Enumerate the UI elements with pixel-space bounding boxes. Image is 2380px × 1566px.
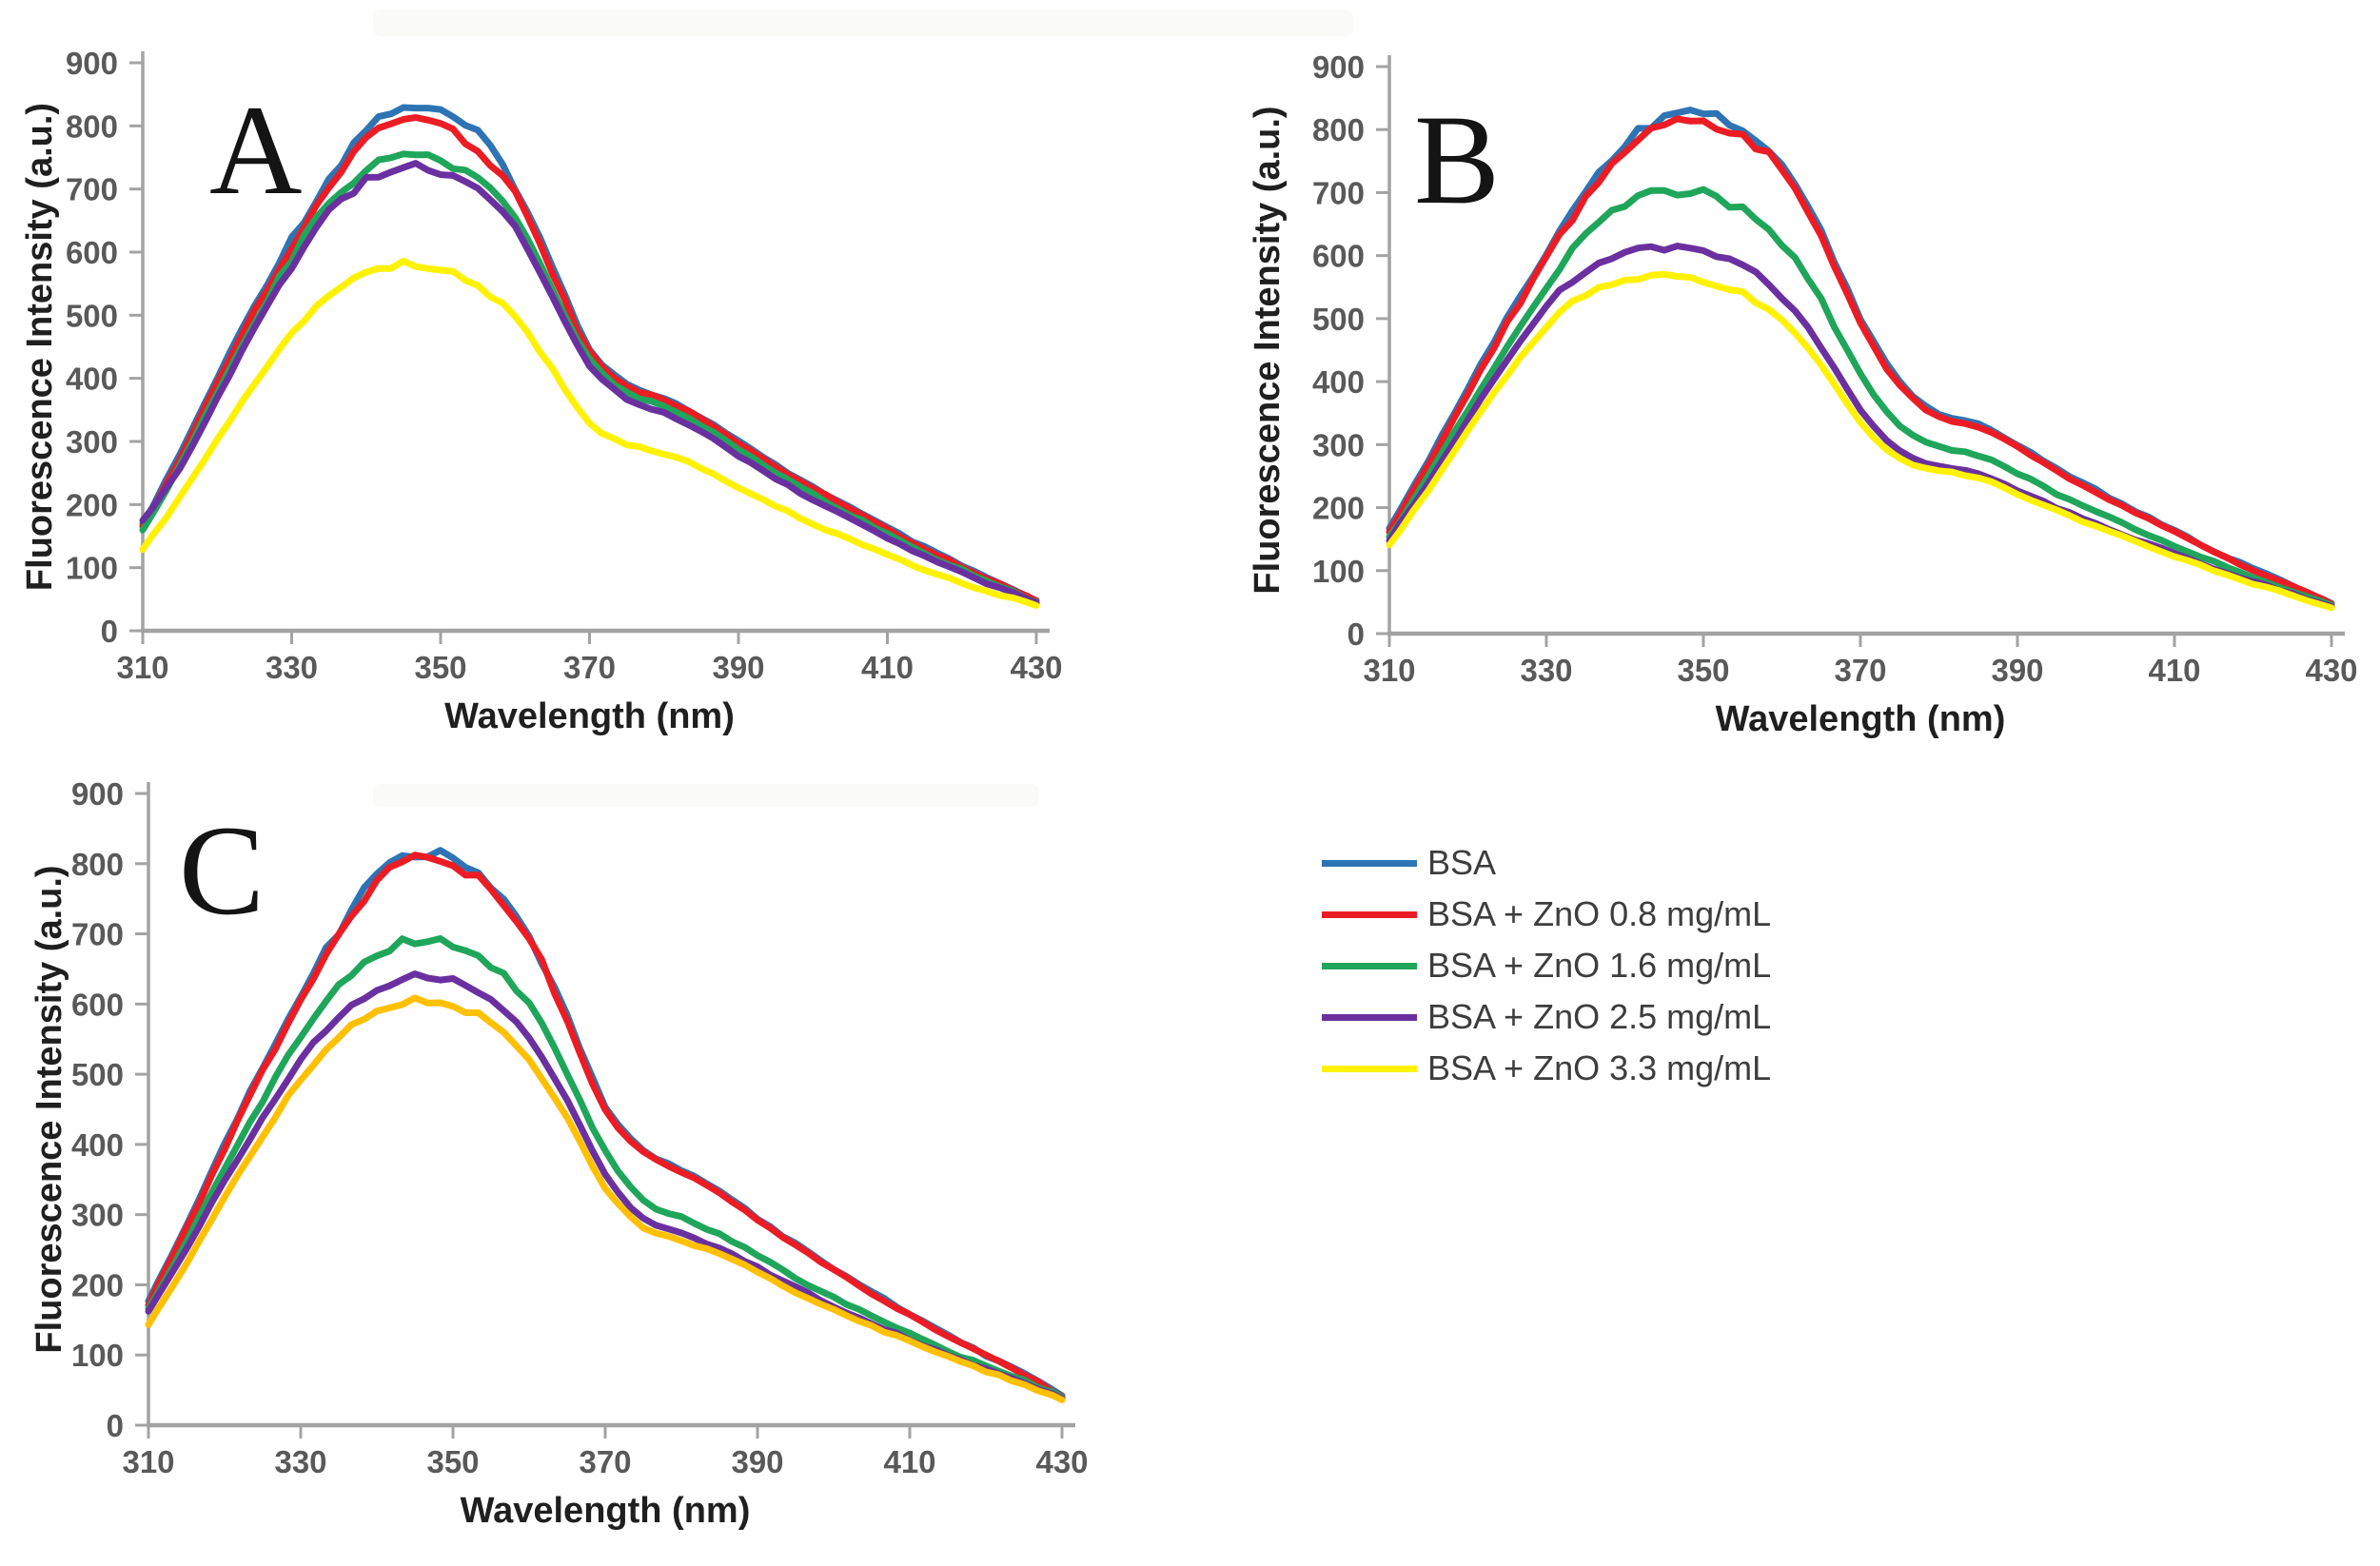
chart-svg-B: 0 100 200 300 400 500 600 700 800 900 310 330 350 370… — [1248, 49, 2358, 739]
legend-line-swatch — [1322, 1013, 1417, 1021]
legend-line-swatch — [1322, 910, 1417, 918]
series-line-bsa-zno-2.5-mg-ml — [139, 160, 1040, 607]
series-line-bsa-zno-0.8-mg-ml — [139, 114, 1040, 605]
legend-item: BSA — [1322, 837, 1771, 889]
chart-svg-C: 0 100 200 300 400 500 600 700 800 900 310 330 350 370… — [30, 780, 1089, 1531]
x-tick-label: 370 — [563, 650, 616, 685]
legend-line-swatch — [1322, 859, 1417, 867]
y-tick-label: 800 — [1312, 112, 1365, 147]
y-tick-label: 400 — [71, 1127, 124, 1163]
x-tick-label: 410 — [861, 650, 914, 685]
y-tick-label: 700 — [1312, 175, 1365, 210]
x-tick-label: 430 — [2305, 653, 2357, 688]
legend-item: BSA + ZnO 1.6 mg/mL — [1322, 940, 1771, 991]
x-tick-label: 410 — [883, 1444, 935, 1479]
x-axis-title: Wavelength (nm) — [461, 1491, 751, 1531]
y-tick-label: 700 — [66, 172, 118, 207]
y-tick-label: 300 — [1312, 427, 1365, 462]
series-line-bsa-zno-1.6-mg-ml — [145, 935, 1066, 1400]
legend-label: BSA + ZnO 2.5 mg/mL — [1427, 997, 1772, 1036]
x-tick-label: 330 — [266, 650, 318, 685]
series-line-bsa-zno-0.8-mg-ml — [1386, 115, 2335, 608]
y-axis-title: Fluorescence Intensity (a.u.) — [30, 865, 69, 1353]
y-tick-label: 700 — [71, 917, 124, 952]
watermark-artifact-middle — [373, 784, 1039, 807]
panel-letter: B — [1414, 89, 1500, 231]
x-tick-label: 370 — [1834, 653, 1886, 688]
series-line-bsa-zno-3.3-mg-ml — [145, 994, 1066, 1403]
y-tick-label: 600 — [1312, 239, 1365, 274]
panel-letter: A — [209, 80, 303, 222]
x-tick-label: 330 — [1520, 653, 1572, 688]
series-line-bsa-zno-1.6-mg-ml — [1386, 186, 2335, 609]
x-tick-label: 410 — [2148, 653, 2200, 688]
y-axis-title: Fluorescence Intensity (a.u.) — [20, 103, 60, 591]
x-tick-label: 350 — [426, 1444, 479, 1479]
panel-letter: C — [179, 800, 265, 942]
y-tick-label: 800 — [71, 847, 124, 882]
y-tick-label: 600 — [66, 235, 118, 270]
x-tick-label: 390 — [1991, 653, 2043, 688]
y-tick-label: 0 — [1347, 617, 1365, 652]
chart-svg-A: 0 100 200 300 400 500 600 700 800 900 310 330 350 370… — [20, 46, 1063, 736]
y-tick-label: 0 — [101, 614, 118, 649]
legend-item: BSA + ZnO 0.8 mg/mL — [1322, 889, 1771, 940]
x-tick-label: 350 — [1677, 653, 1729, 688]
series-line-bsa-zno-3.3-mg-ml — [139, 257, 1040, 609]
x-tick-label: 430 — [1035, 1444, 1088, 1479]
x-tick-label: 390 — [731, 1444, 783, 1479]
y-tick-label: 900 — [1312, 49, 1365, 85]
legend-line-swatch — [1322, 1065, 1417, 1072]
y-tick-label: 400 — [66, 362, 118, 397]
series-line-bsa-zno-0.8-mg-ml — [145, 852, 1066, 1400]
chart-panel-C: 0 100 200 300 400 500 600 700 800 900 310 330 350 370… — [29, 780, 1161, 1566]
series-line-bsa — [1386, 107, 2335, 607]
y-tick-label: 900 — [71, 780, 124, 812]
x-tick-label: 430 — [1010, 650, 1062, 685]
chart-panel-B: 0 100 200 300 400 500 600 700 800 900 310 330 350 370… — [1247, 8, 2380, 769]
legend-line-swatch — [1322, 962, 1417, 969]
y-tick-label: 500 — [71, 1057, 124, 1092]
x-axis-title: Wavelength (nm) — [444, 696, 735, 736]
y-tick-label: 200 — [1312, 491, 1365, 526]
series-line-bsa — [145, 847, 1066, 1400]
y-tick-label: 0 — [107, 1408, 124, 1443]
y-tick-label: 100 — [71, 1338, 124, 1373]
series-line-bsa-zno-3.3-mg-ml — [1386, 270, 2335, 612]
x-tick-label: 310 — [116, 650, 168, 685]
x-tick-label: 310 — [122, 1444, 174, 1479]
y-axis-title: Fluorescence Intensity (a.u.) — [1248, 106, 1288, 594]
y-tick-label: 300 — [66, 424, 118, 460]
legend-item: BSA + ZnO 3.3 mg/mL — [1322, 1043, 1771, 1094]
y-tick-label: 800 — [66, 108, 118, 144]
y-tick-label: 900 — [66, 46, 118, 81]
legend-item: BSA + ZnO 2.5 mg/mL — [1322, 991, 1771, 1043]
legend: BSA BSA + ZnO 0.8 mg/mL BSA + ZnO 1.6 mg/m… — [1322, 837, 1771, 1094]
y-tick-label: 400 — [1312, 364, 1365, 400]
y-tick-label: 300 — [71, 1198, 124, 1233]
y-tick-label: 100 — [1312, 554, 1365, 589]
chart-panel-A: 0 100 200 300 400 500 600 700 800 900 310 330 350 370… — [19, 8, 1147, 769]
y-tick-label: 200 — [71, 1267, 124, 1302]
y-tick-label: 600 — [71, 987, 124, 1022]
watermark-artifact-top — [373, 10, 1353, 36]
y-tick-label: 500 — [1312, 302, 1365, 337]
x-tick-label: 370 — [579, 1444, 631, 1479]
x-axis-title: Wavelength (nm) — [1716, 699, 2006, 739]
x-tick-label: 330 — [274, 1444, 326, 1479]
x-tick-label: 350 — [414, 650, 466, 685]
legend-label: BSA — [1427, 843, 1497, 882]
series-line-bsa-zno-1.6-mg-ml — [139, 150, 1040, 606]
y-tick-label: 500 — [66, 298, 118, 333]
legend-label: BSA + ZnO 1.6 mg/mL — [1427, 946, 1772, 985]
y-tick-label: 200 — [66, 487, 118, 522]
legend-label: BSA + ZnO 0.8 mg/mL — [1427, 894, 1772, 933]
x-tick-label: 390 — [712, 650, 764, 685]
x-tick-label: 310 — [1363, 653, 1415, 688]
legend-label: BSA + ZnO 3.3 mg/mL — [1427, 1048, 1772, 1087]
y-tick-label: 100 — [66, 551, 118, 586]
